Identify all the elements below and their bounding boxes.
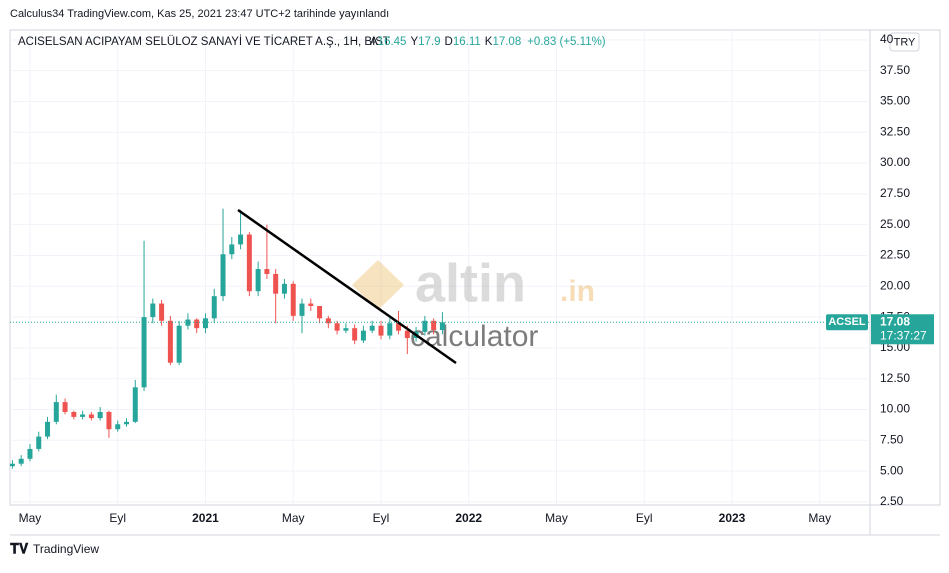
candle-body: [273, 273, 279, 294]
candle-body: [150, 303, 156, 318]
y-tick-label: 22.50: [880, 248, 910, 262]
ohlc-value: 16.45: [378, 36, 407, 48]
candle-body: [387, 323, 393, 336]
candle-body: [281, 283, 287, 294]
x-tick-label: Eyl: [109, 511, 126, 525]
candle-body: [97, 411, 103, 419]
candle-body: [88, 414, 94, 419]
y-tick-label: 27.50: [880, 186, 910, 200]
candle-body: [246, 234, 252, 292]
candle-body: [123, 421, 129, 425]
candle-body: [194, 319, 200, 329]
candle-body: [132, 387, 138, 422]
ohlc-value: 17.9: [418, 36, 440, 48]
candle-body: [404, 330, 410, 339]
candle-body: [27, 448, 33, 459]
candle-body: [159, 303, 165, 321]
candle-body: [202, 318, 208, 329]
y-tick-label: 37.50: [880, 63, 910, 77]
ohlc-label: K: [485, 36, 493, 48]
price-tag: [871, 314, 934, 345]
candle-body: [53, 402, 59, 422]
legend-title: ACISELSAN ACIPAYAM SELÜLOZ SANAYİ VE TİC…: [18, 35, 390, 48]
candle-body: [334, 323, 340, 331]
candle-body: [141, 317, 147, 388]
candle-body: [317, 306, 323, 319]
ohlc-label: Y: [410, 36, 418, 48]
price-label: 17.08: [880, 314, 910, 328]
candle-body: [36, 436, 42, 449]
candle-body: [229, 244, 235, 255]
trend-line: [237, 208, 457, 365]
candle-body: [422, 320, 428, 332]
candle-body: [308, 303, 314, 307]
candle-body: [378, 325, 384, 336]
y-tick-label: 25.00: [880, 217, 910, 231]
x-tick-label: May: [282, 511, 305, 525]
x-tick-label: 2023: [719, 511, 746, 525]
candle-body: [167, 320, 173, 363]
x-tick-label: May: [545, 511, 568, 525]
candle-body: [211, 296, 217, 319]
logo: 𝐓𝐕: [10, 541, 29, 557]
candle-body: [325, 318, 331, 324]
y-tick-label: 10.00: [880, 402, 910, 416]
candle-body: [360, 330, 366, 341]
y-tick-label: 12.50: [880, 371, 910, 385]
candle-body: [45, 421, 51, 437]
y-tick-label: 40: [880, 32, 894, 46]
candle-body: [264, 269, 270, 274]
x-tick-label: Eyl: [373, 511, 390, 525]
ohlc-change: +0.83 (+5.11%): [527, 36, 606, 48]
y-tick-label: 35.00: [880, 94, 910, 108]
ohlc-value: 17.08: [492, 36, 521, 48]
currency-badge[interactable]: [889, 32, 920, 52]
candle-body: [396, 323, 402, 331]
candle-body: [431, 320, 437, 331]
candle-body: [9, 463, 15, 467]
candle-body: [238, 234, 244, 245]
currency: TRY: [894, 36, 916, 48]
watermark-sub: calculator: [410, 320, 538, 353]
candle-body: [255, 269, 261, 292]
candle-body: [220, 254, 226, 297]
candle-body: [343, 328, 349, 331]
ohlc-label: D: [445, 36, 453, 48]
y-tick-label: 32.50: [880, 124, 910, 138]
y-tick-label: 7.50: [880, 432, 904, 446]
candle-body: [176, 325, 182, 363]
y-tick-label: 5.00: [880, 463, 904, 477]
candle-body: [71, 411, 77, 417]
watermark-brand: altin: [415, 253, 526, 313]
y-tick-label: 20.00: [880, 278, 910, 292]
candle-body: [299, 303, 305, 316]
candle-body: [290, 283, 296, 316]
candle-body: [80, 414, 86, 417]
symbol-tag: [826, 314, 868, 331]
candle-body: [352, 328, 358, 341]
symbol: ACSEL: [828, 316, 866, 328]
x-tick-label: 2021: [192, 511, 219, 525]
x-tick-label: May: [19, 511, 42, 525]
watermark-tld: .in: [560, 275, 595, 308]
candle-body: [18, 458, 24, 464]
watermark: altin .in: [352, 253, 595, 313]
x-tick-label: 2022: [455, 511, 482, 525]
countdown: 17:37:27: [880, 328, 927, 342]
x-tick-label: Eyl: [636, 511, 653, 525]
ohlc-label: A: [370, 36, 378, 48]
footer: TradingView: [33, 542, 99, 556]
candle-body: [439, 322, 445, 331]
ohlc-value: 16.11: [453, 36, 481, 48]
x-tick-label: May: [808, 511, 831, 525]
header: Calculus34 TradingView.com, Kas 25, 2021…: [10, 8, 389, 20]
candle-body: [369, 325, 375, 331]
candle-body: [62, 402, 68, 412]
y-tick-label: 2.50: [880, 494, 904, 508]
candle-body: [106, 411, 112, 430]
candle-body: [115, 424, 121, 430]
y-tick-label: 30.00: [880, 155, 910, 169]
